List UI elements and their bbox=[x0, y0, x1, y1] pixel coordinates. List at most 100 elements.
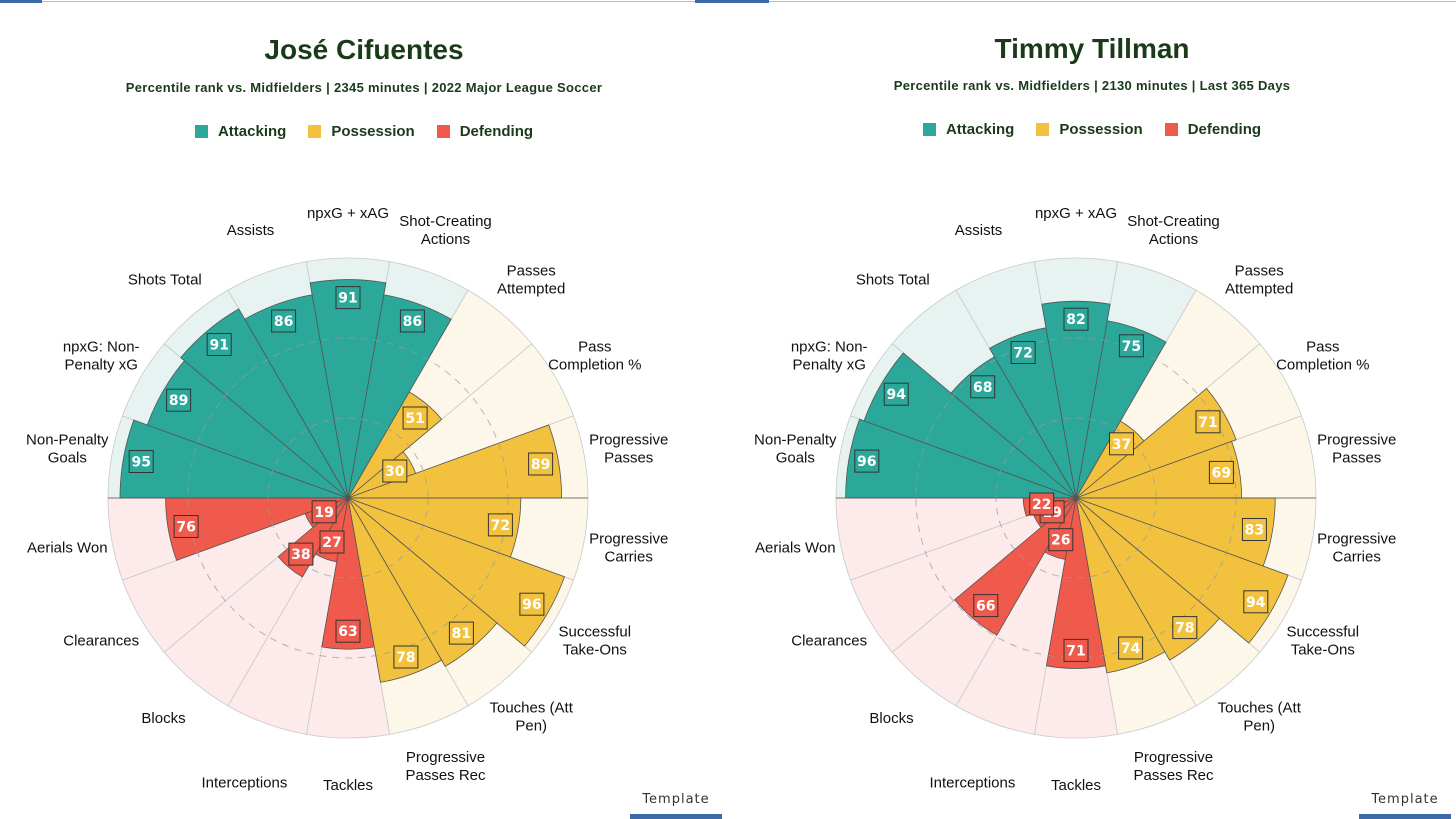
axis-label-blocks: Blocks bbox=[869, 710, 913, 727]
axis-label-line: Progressive bbox=[1317, 531, 1396, 548]
value-wedge-tackles bbox=[1045, 497, 1107, 669]
chart-legend: Attacking Possession Defending bbox=[0, 123, 728, 140]
value-label-progressive-passes-rec: 74 bbox=[1118, 636, 1144, 660]
value-label-shots-total: 91 bbox=[206, 333, 232, 356]
legend-swatch-possession bbox=[1036, 123, 1050, 136]
value-wedge-npxg-xag bbox=[309, 279, 387, 499]
value-text: 66 bbox=[976, 599, 995, 615]
chart-title: José Cifuentes bbox=[264, 34, 464, 65]
value-badge bbox=[271, 309, 297, 333]
value-badge bbox=[288, 542, 314, 566]
axis-label-npxg-xag: npxG + xAG bbox=[1035, 205, 1117, 222]
value-text: 81 bbox=[452, 626, 471, 642]
value-wedge-successful-take-ons bbox=[347, 497, 566, 647]
axis-label-progressive-carries: Progressive Carries bbox=[589, 531, 668, 566]
value-labels: 95 89 91 86 91 86 51 30 89 72 96 81 78 63 27 38 19 76 bbox=[128, 286, 554, 669]
value-text: 82 bbox=[1066, 312, 1085, 328]
value-wedge-npxg-xag bbox=[1041, 300, 1111, 499]
axis-label-line: Assists bbox=[227, 222, 275, 239]
axis-label-line: Carries bbox=[605, 549, 653, 566]
value-wedge-tackles bbox=[321, 497, 375, 650]
value-label-passes-attempted: 51 bbox=[402, 406, 428, 430]
chart-subtitle: Percentile rank vs. Midfielders | 2130 m… bbox=[893, 78, 1291, 93]
value-text: 72 bbox=[1013, 346, 1032, 362]
value-text: 27 bbox=[322, 535, 341, 551]
legend-label-attacking: Attacking bbox=[217, 123, 287, 140]
value-label-progressive-passes: 69 bbox=[1208, 460, 1234, 484]
value-label-npxg-xag: 91 bbox=[335, 286, 361, 310]
value-badge bbox=[1243, 590, 1269, 614]
value-text: 51 bbox=[405, 411, 424, 427]
axis-label-line: Pass bbox=[578, 339, 611, 356]
axis-label-progressive-passes: Progressive Passes bbox=[589, 432, 668, 467]
axis-label-touches-att-pen: Touches (Att Pen) bbox=[490, 699, 574, 734]
legend-label-attacking: Attacking bbox=[945, 121, 1015, 138]
value-label-pass-completion: 71 bbox=[1195, 410, 1221, 434]
legend-swatch-possession bbox=[308, 125, 322, 138]
axis-label-line: Blocks bbox=[141, 710, 185, 727]
value-label-shots-total: 68 bbox=[970, 375, 996, 399]
legend-swatch-attacking bbox=[922, 123, 936, 136]
axis-label-line: Progressive bbox=[1317, 432, 1396, 449]
value-label-passes-attempted: 37 bbox=[1109, 432, 1134, 456]
value-label-progressive-carries: 83 bbox=[1241, 518, 1267, 541]
value-badge bbox=[166, 388, 192, 412]
value-badge bbox=[402, 406, 428, 430]
gridlines bbox=[108, 337, 588, 659]
axis-label-line: Clearances bbox=[791, 633, 867, 650]
value-label-shot-creating-actions: 75 bbox=[1118, 334, 1144, 358]
value-label-touches-att-pen: 81 bbox=[448, 621, 474, 645]
axis-label-line: Touches (Att bbox=[1218, 699, 1302, 716]
axis-label-line: Goals bbox=[776, 450, 815, 467]
axis-label-line: Penalty xG bbox=[793, 357, 866, 374]
value-badge bbox=[1118, 636, 1144, 660]
value-label-npxg-non-penalty-xg: 89 bbox=[166, 388, 192, 412]
chart-title: Timmy Tillman bbox=[994, 33, 1190, 64]
legend-item-attacking: Attacking bbox=[922, 121, 1015, 138]
axis-label-line: Attempted bbox=[1225, 281, 1293, 298]
value-label-progressive-carries: 72 bbox=[487, 513, 513, 537]
axis-label-passes-attempted: Passes Attempted bbox=[1225, 263, 1293, 298]
axis-label-line: Pen) bbox=[1243, 717, 1275, 734]
axis-labels: Non-Penalty Goals npxG: Non-Penalty xG Shot… bbox=[754, 205, 1396, 794]
axis-label-shot-creating-actions: Shot-Creating Actions bbox=[1127, 213, 1220, 248]
axis-label-line: Non-Penalty bbox=[26, 432, 109, 449]
value-text: 30 bbox=[385, 464, 405, 480]
value-badge bbox=[1241, 518, 1267, 541]
value-label-aerials-won: 22 bbox=[1029, 492, 1055, 516]
axis-label-line: npxG: Non- bbox=[791, 339, 868, 356]
value-badge bbox=[311, 500, 337, 524]
value-text: 68 bbox=[973, 380, 992, 396]
axis-label-line: Progressive bbox=[1134, 749, 1213, 766]
axis-label-line: Assists bbox=[955, 222, 1003, 239]
axis-label-line: Passes bbox=[1235, 263, 1284, 280]
axis-label-shot-creating-actions: Shot-Creating Actions bbox=[399, 213, 492, 248]
axis-label-touches-att-pen: Touches (Att Pen) bbox=[1218, 699, 1302, 734]
value-label-assists: 86 bbox=[271, 309, 297, 333]
value-wedge-progressive-passes-rec bbox=[347, 497, 443, 683]
template-bar bbox=[630, 814, 722, 819]
axis-label-line: npxG + xAG bbox=[1035, 205, 1117, 222]
legend-item-possession: Possession bbox=[308, 123, 415, 140]
value-badge bbox=[1048, 528, 1074, 552]
legend-swatch-defending bbox=[436, 125, 450, 138]
value-badge bbox=[487, 513, 513, 537]
value-label-npxg-non-penalty-xg: 94 bbox=[883, 382, 909, 406]
value-label-successful-take-ons: 94 bbox=[1243, 590, 1269, 614]
axis-label-line: Passes bbox=[604, 450, 653, 467]
axis-label-pass-completion: Pass Completion % bbox=[548, 339, 641, 374]
value-text: 91 bbox=[209, 338, 228, 354]
value-badge bbox=[1010, 341, 1036, 364]
value-badge bbox=[382, 459, 408, 483]
axis-label-line: Aerials Won bbox=[755, 540, 836, 557]
value-text: 72 bbox=[491, 518, 510, 534]
value-badge bbox=[448, 621, 474, 645]
value-badge bbox=[1109, 432, 1134, 456]
axis-label-line: Progressive bbox=[406, 749, 485, 766]
axis-label-npxg-non-penalty-xg: npxG: Non-Penalty xG bbox=[791, 339, 868, 374]
axis-label-line: Shots Total bbox=[856, 272, 930, 289]
top-rule bbox=[0, 0, 1456, 3]
value-text: 76 bbox=[176, 520, 195, 536]
value-badge bbox=[1029, 492, 1055, 516]
axis-label-non-penalty-goals: Non-Penalty Goals bbox=[26, 432, 109, 467]
